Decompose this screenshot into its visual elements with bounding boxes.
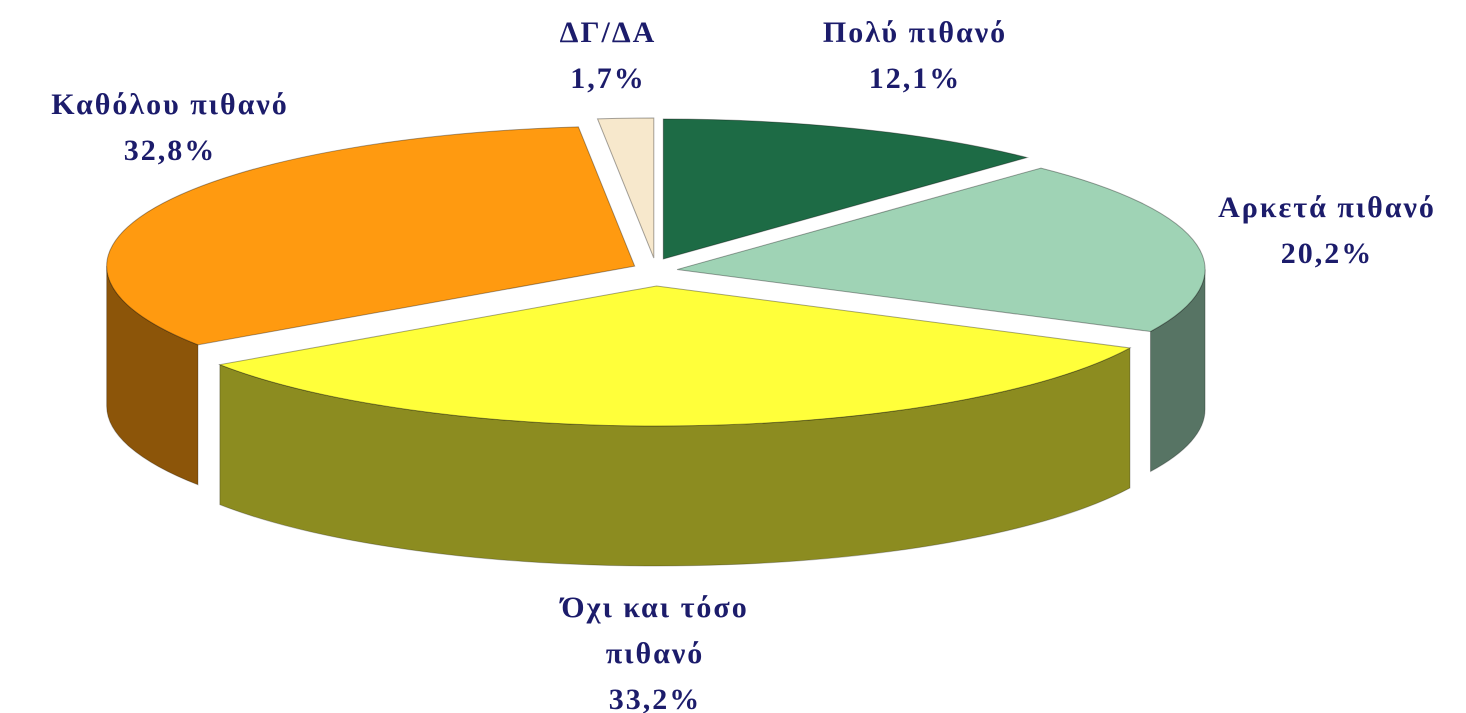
slice: [106, 126, 636, 346]
slice-label: Πολύ πιθανό 12,1%: [785, 10, 1045, 102]
category-name: ΔΓ/ΔΑ: [559, 16, 657, 49]
category-name: Όχι και τόσο πιθανό: [561, 591, 749, 670]
slice: [596, 117, 655, 259]
category-name: Πολύ πιθανό: [822, 16, 1008, 49]
value-label: 20,2%: [1280, 237, 1374, 270]
value-label: 33,2%: [608, 683, 702, 713]
value-label: 12,1%: [868, 62, 962, 95]
value-label: 32,8%: [123, 134, 217, 167]
slice-label: Αρκετά πιθανό 20,2%: [1177, 185, 1466, 277]
category-name: Καθόλου πιθανό: [51, 88, 289, 121]
category-name: Αρκετά πιθανό: [1218, 191, 1436, 224]
value-label: 1,7%: [570, 62, 646, 95]
slice-label: Καθόλου πιθανό 32,8%: [10, 82, 330, 174]
slice: [676, 167, 1206, 333]
slice-label: ΔΓ/ΔΑ 1,7%: [528, 10, 688, 102]
slice-label: Όχι και τόσο πιθανό 33,2%: [515, 585, 795, 713]
slice: [662, 118, 1030, 260]
slice: [218, 285, 1132, 427]
